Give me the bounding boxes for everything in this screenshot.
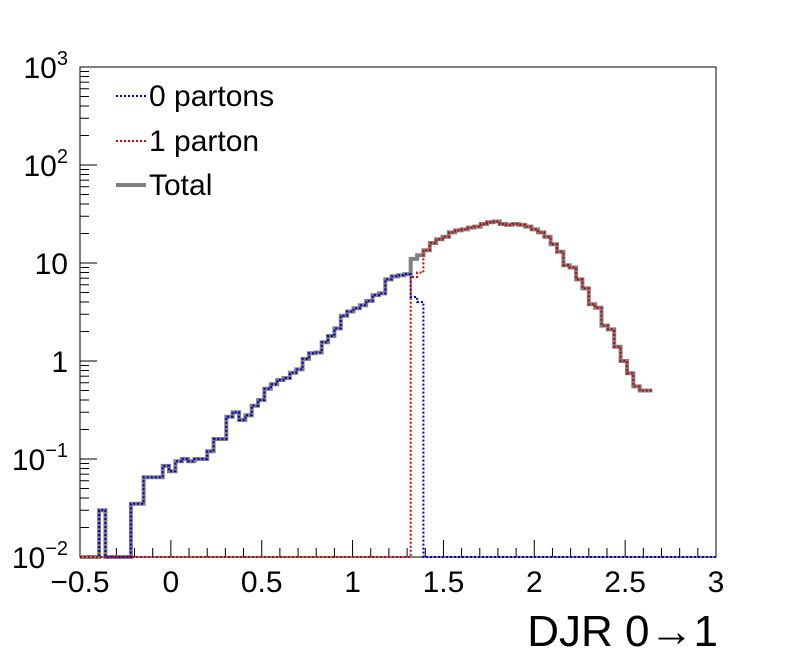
- series-line-total: [80, 219, 653, 559]
- y-tick-label: 102: [24, 146, 69, 183]
- x-tick-label: 3: [708, 566, 725, 599]
- legend-label-1-parton: 1 parton: [149, 125, 259, 158]
- x-tick-label: −0.5: [50, 566, 109, 599]
- y-tick-label: 1: [51, 346, 68, 379]
- x-axis-title: DJR 0→1: [527, 607, 718, 656]
- y-tick-label: 10−1: [12, 440, 68, 477]
- series-line-1-parton: [80, 220, 653, 558]
- series-line-0-partons: [80, 273, 716, 558]
- histogram-series: [80, 219, 716, 559]
- x-tick-label: 0: [163, 566, 180, 599]
- y-tick-label: 10: [35, 248, 68, 281]
- x-tick-label: 2: [526, 566, 543, 599]
- x-tick-label: 1: [344, 566, 361, 599]
- tick-labels: −0.5 0 0.5 1 1.5 2 2.5 3 10−2 10−1 1 10 102 103: [12, 48, 725, 599]
- y-tick-label: 103: [24, 48, 69, 85]
- x-tick-label: 1.5: [423, 566, 465, 599]
- y-tick-label: 10−2: [12, 538, 68, 575]
- x-tick-label: 0.5: [241, 566, 283, 599]
- legend-label-0-partons: 0 partons: [149, 80, 274, 113]
- x-tick-label: 2.5: [604, 566, 646, 599]
- legend: 0 partons 1 parton Total: [116, 80, 274, 202]
- legend-label-total: Total: [149, 169, 212, 202]
